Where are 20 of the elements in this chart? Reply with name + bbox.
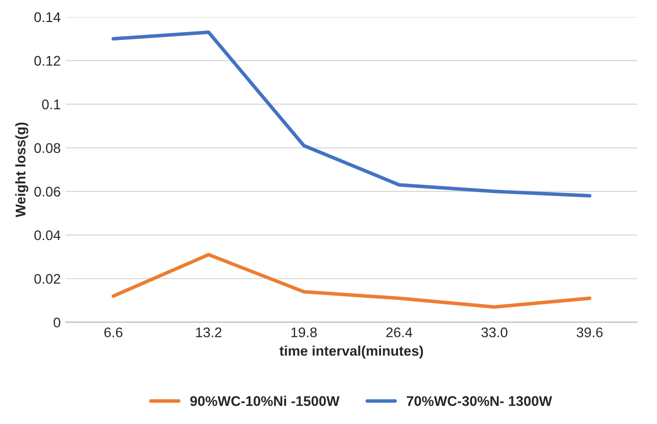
legend-label: 70%WC-30%N- 1300W — [406, 396, 552, 406]
line-series — [112, 30, 592, 198]
y-tick-label: 0.12 — [34, 56, 60, 66]
x-tick-label: 26.4 — [386, 327, 412, 338]
y-tick-label: 0.14 — [34, 12, 60, 22]
legend-label: 90%WC-10%Ni -1500W — [190, 396, 340, 406]
y-tick-label: 0.1 — [42, 100, 60, 110]
y-tick-label: 0.04 — [34, 230, 60, 240]
x-tick-label: 6.6 — [104, 327, 122, 338]
y-tick-label: 0.06 — [34, 186, 60, 197]
y-tick-label: 0 — [54, 318, 60, 328]
x-axis-title: time interval(minutes) — [280, 346, 423, 359]
y-axis-title: Weight loss(g) — [15, 122, 28, 218]
x-tick-label: 13.2 — [196, 327, 222, 338]
x-tick-label: 33.0 — [481, 327, 508, 338]
x-tick-label: 39.6 — [576, 327, 603, 338]
line-series — [112, 252, 592, 309]
y-tick-label: 0.02 — [34, 274, 60, 284]
x-tick-label: 19.8 — [291, 327, 317, 338]
y-tick-label: 0.08 — [34, 143, 60, 153]
